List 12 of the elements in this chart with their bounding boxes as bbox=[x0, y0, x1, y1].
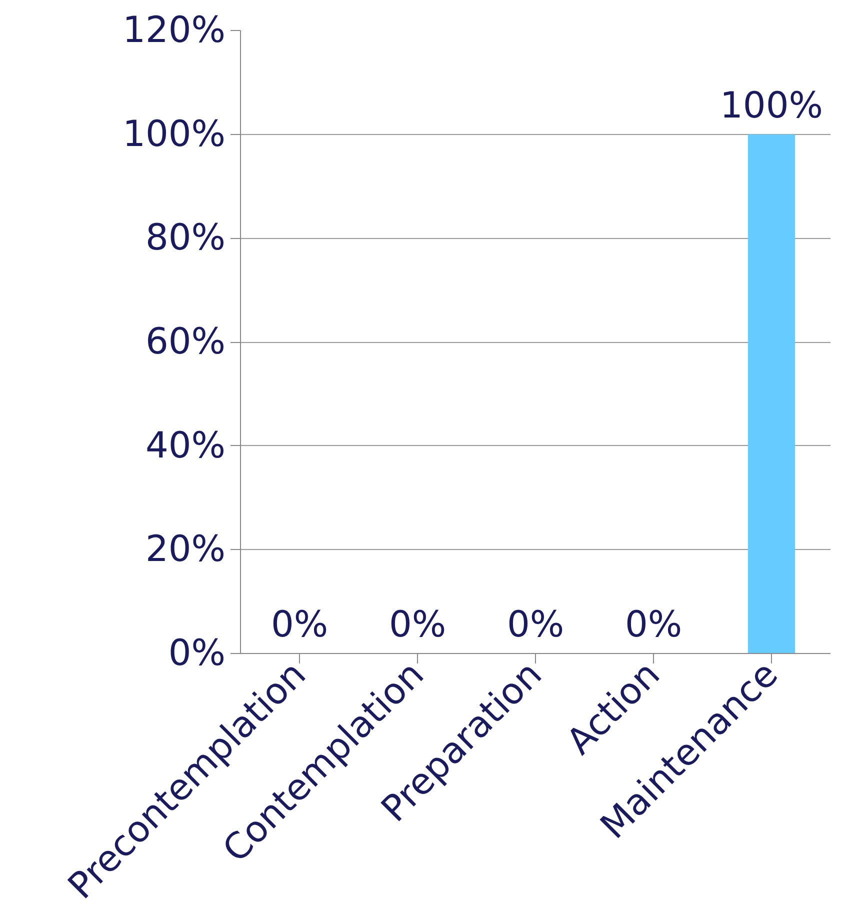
data-label: 0% bbox=[270, 604, 328, 646]
y-tick-label: 0% bbox=[168, 633, 226, 674]
data-label: 0% bbox=[624, 604, 682, 646]
y-tick-label: 20% bbox=[145, 529, 226, 570]
y-tick-label: 60% bbox=[145, 322, 226, 362]
data-label: 100% bbox=[720, 85, 823, 126]
data-label: 0% bbox=[388, 604, 446, 646]
y-tick-label: 120% bbox=[122, 10, 226, 51]
y-tick-label: 80% bbox=[145, 218, 226, 259]
data-label: 0% bbox=[506, 604, 564, 646]
y-tick-label: 100% bbox=[122, 114, 226, 155]
y-tick-label: 40% bbox=[145, 425, 226, 466]
